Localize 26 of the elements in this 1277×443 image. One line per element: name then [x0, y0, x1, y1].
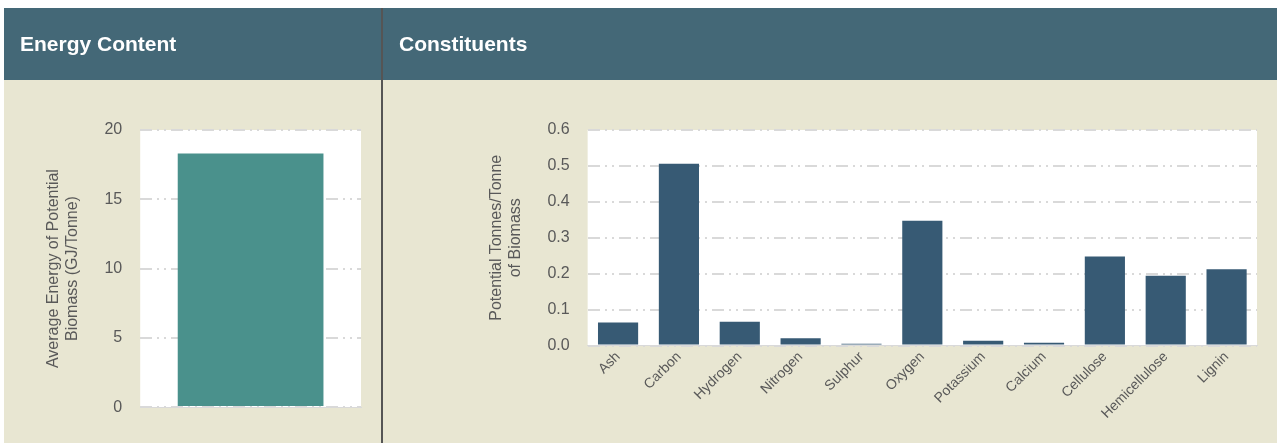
bar [780, 338, 821, 345]
bar [658, 163, 699, 345]
bar [1206, 269, 1247, 345]
y-tick-label: 0.4 [547, 192, 570, 210]
y-tick-label: 10 [104, 258, 123, 276]
bar [1145, 275, 1186, 345]
y-tick-label: 0.6 [547, 120, 570, 138]
bar [902, 220, 943, 345]
x-tick-label: Ash [594, 347, 623, 377]
bar [597, 322, 639, 345]
y-tick-label: 20 [104, 120, 123, 138]
chart-title: Energy Content [4, 8, 381, 80]
bar [1084, 256, 1125, 345]
y-tick-label: 5 [113, 328, 123, 346]
y-axis-title: Potential Tonnes/Tonne of Biomass [487, 154, 524, 321]
chart-title: Constituents [383, 8, 1277, 80]
y-tick-label: 0.3 [547, 228, 570, 246]
y-tick-label: 0.1 [547, 299, 570, 317]
y-tick-label: 0.5 [547, 156, 570, 174]
y-axis-title: Average Energy of Potential Biomass (GJ/Tonne) [44, 169, 81, 369]
y-tick-label: 15 [104, 189, 123, 207]
y-tick-label: 0 [113, 397, 123, 415]
y-tick-label: 0.2 [547, 264, 570, 282]
y-tick-label: 0.0 [547, 335, 570, 353]
bar [719, 321, 760, 345]
bar [963, 340, 1004, 345]
